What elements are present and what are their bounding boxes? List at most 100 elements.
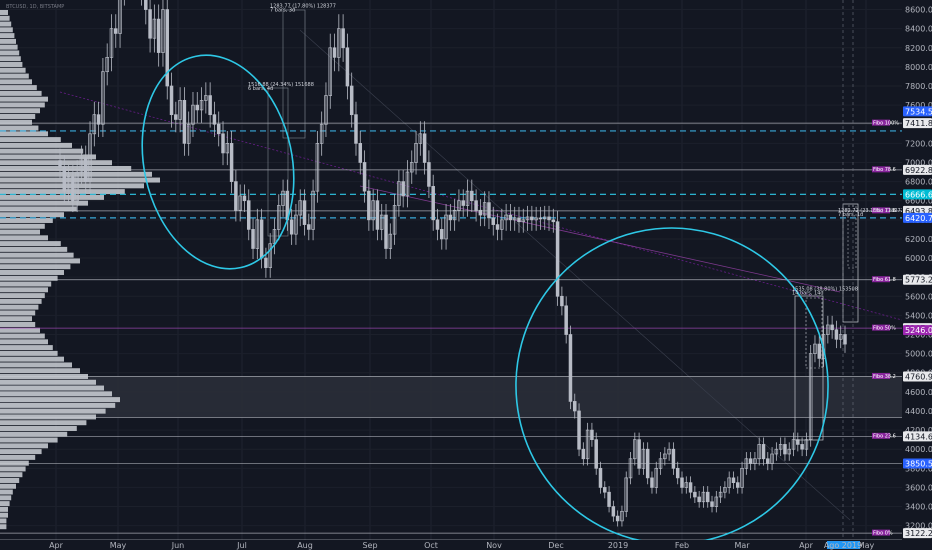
volume-bar (0, 506, 8, 512)
candle-body (221, 133, 225, 154)
volume-bar (0, 391, 112, 397)
volume-bar (0, 402, 116, 408)
volume-bar (0, 223, 45, 229)
price-tag-label: 4134.62 (905, 432, 932, 441)
candle-body (590, 429, 594, 440)
volume-bar (0, 518, 7, 524)
candle-body (178, 100, 182, 120)
volume-bar (0, 27, 13, 33)
candle-body (813, 343, 817, 354)
candle-body (667, 448, 671, 455)
candle-body (452, 209, 457, 221)
candle-body (332, 47, 337, 58)
candle-body (560, 295, 564, 307)
candle-body (697, 496, 701, 503)
candle-body (688, 482, 693, 493)
candle-body (787, 448, 791, 455)
x-tick-label: Aug (297, 541, 313, 550)
candle-body (255, 219, 260, 249)
candle-body (693, 491, 697, 498)
candle-body (242, 195, 247, 202)
support-zone (0, 376, 902, 418)
volume-bar (0, 131, 48, 137)
candle-body (83, 157, 88, 182)
volume-bar (0, 512, 8, 518)
volume-bar (0, 241, 61, 247)
price-tag: 3850.59 (903, 458, 932, 469)
candle-body (594, 439, 598, 469)
candle-body (645, 448, 650, 479)
fib-label: Fibo 0% (873, 530, 893, 536)
price-tag: 5773.23 (903, 274, 932, 285)
volume-bar (0, 96, 48, 102)
candle-body (701, 491, 706, 503)
measure-box (847, 205, 857, 269)
volume-bar (0, 177, 160, 183)
candle-body (216, 123, 221, 135)
price-tag-label: 5246.04 (905, 326, 932, 335)
fib-label: Fibo 50% (873, 325, 896, 331)
volume-bar (0, 73, 29, 79)
volume-bar (0, 356, 64, 362)
candle-body (624, 477, 628, 512)
trend-line (59, 91, 903, 321)
candle-body (88, 133, 92, 182)
price-tag-label: 5773.23 (905, 276, 932, 285)
candle-body (294, 214, 298, 235)
y-tick-label: 7600.00 (905, 101, 932, 110)
price-tag-bg (903, 274, 932, 285)
trend-line (299, 29, 851, 521)
candle-body (92, 114, 97, 135)
trend-lines (59, 29, 903, 521)
y-tick-label: 5400.00 (905, 311, 932, 320)
candle-body (337, 28, 341, 58)
grid (55, 0, 867, 540)
y-tick-label: 6800.00 (905, 178, 932, 187)
candle-body (114, 28, 118, 34)
volume-bar (0, 67, 26, 73)
candle-body (311, 190, 315, 230)
volume-bar (0, 235, 48, 241)
candle-body (199, 100, 204, 111)
candle-body (731, 477, 736, 484)
fib-label: Fibo 78.6 (873, 167, 896, 173)
candle-body (748, 458, 753, 464)
candle-body (620, 510, 624, 522)
x-axis[interactable]: Apr May Jun Jul Aug Sep Oct Nov Dec 2019 Feb Mar Apr… (0, 540, 932, 550)
volume-bar (0, 489, 13, 495)
candle-body (637, 439, 641, 469)
candle-body (838, 334, 843, 340)
candle-body (774, 448, 779, 455)
candle-body (105, 56, 109, 73)
price-tag-bg (903, 189, 932, 200)
candle-body (757, 444, 761, 460)
y-tick-label: 3400.00 (905, 503, 932, 512)
volume-bar (0, 431, 68, 437)
date-badge-label: Ago 2019 (824, 541, 862, 550)
candle-body (277, 205, 281, 230)
price-tag: 4760.90 (903, 371, 932, 382)
candle-body (298, 200, 302, 216)
candle-body (397, 181, 401, 206)
candle-body (650, 477, 654, 488)
candle-body (581, 448, 586, 460)
price-tag: 6666.66 (903, 189, 932, 200)
x-tick-label: Jun (171, 541, 185, 550)
volume-bar (0, 160, 112, 166)
x-axis-bg (0, 540, 932, 550)
candle-body (736, 482, 740, 488)
shaded-zone (0, 376, 902, 418)
fib-label-bg (872, 207, 890, 214)
fib-label-bg (872, 324, 890, 331)
candle-body (804, 439, 809, 450)
candle-body (615, 515, 620, 522)
candle-body (79, 157, 84, 173)
candle-body (315, 143, 320, 192)
candle-body (705, 491, 710, 503)
measure-annotation: 6 bars, 4d (248, 86, 273, 92)
measure-annotation: 14 bars, 14d (792, 290, 824, 296)
fib-label-bg (872, 529, 890, 536)
y-tick-label: 3600.00 (905, 483, 932, 492)
